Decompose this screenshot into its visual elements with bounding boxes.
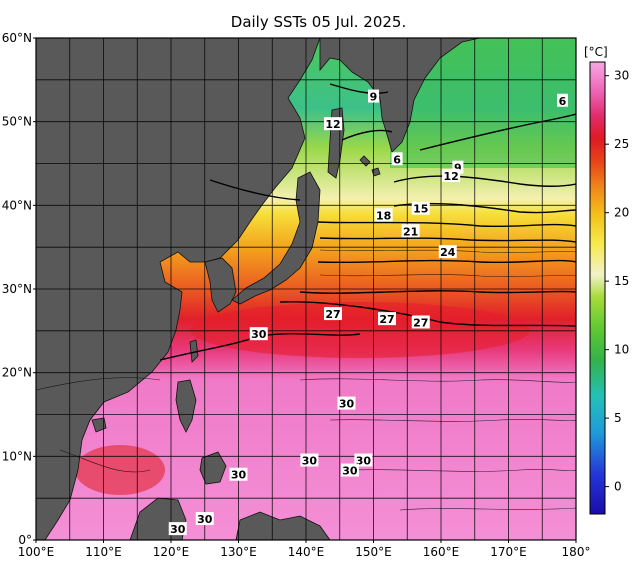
- longitude-label: 160°E: [423, 545, 460, 559]
- contour-label-box: [324, 117, 342, 131]
- contour-label-box: [401, 224, 420, 238]
- contour-label: 9: [454, 162, 462, 175]
- colorbar-ticks: 30 25 20 15 10 5 0: [605, 69, 629, 494]
- contour-label: 21: [403, 225, 418, 238]
- sst-contours-thin: [36, 249, 576, 511]
- latitude-label: 50°N: [2, 115, 32, 129]
- contour-label-box: [438, 245, 457, 259]
- longitude-label: 120°E: [153, 545, 190, 559]
- colorbar-tick-label: 30: [614, 69, 629, 83]
- contour-label-box: [391, 152, 403, 166]
- contour-label: 9: [370, 91, 378, 104]
- contour-label: 30: [339, 398, 355, 411]
- contour-label-box: [452, 160, 464, 174]
- latitude-label: 40°N: [2, 198, 32, 212]
- colorbar-tick-label: 5: [614, 411, 622, 425]
- colorbar-tick-label: 25: [614, 137, 629, 151]
- colorbar-unit: [°C]: [584, 45, 608, 59]
- contour-label: 30: [356, 455, 372, 468]
- longitude-label: 150°E: [355, 545, 392, 559]
- longitude-label: 110°E: [85, 545, 122, 559]
- contour-label: 27: [413, 316, 428, 329]
- colorbar-tick-label: 20: [614, 206, 629, 220]
- longitude-label: 130°E: [220, 545, 257, 559]
- contour-label-box: [442, 169, 461, 183]
- colorbar-tick-label: 10: [614, 343, 629, 357]
- contour-label-box: [411, 315, 430, 329]
- contour-label-box: [168, 522, 187, 536]
- contour-label-box: [195, 512, 214, 526]
- longitude-label: 170°E: [490, 545, 527, 559]
- contour-label-box: [368, 89, 379, 103]
- contour-label-box: [340, 463, 359, 477]
- contour-label-box: [411, 201, 430, 215]
- contour-label: 30: [251, 328, 267, 341]
- contour-label-box: [374, 208, 393, 222]
- contour-label-box: [300, 453, 319, 467]
- sst-contours: [159, 83, 576, 361]
- latitude-label: 60°N: [2, 31, 32, 45]
- map-title: Daily SSTs 05 Jul. 2025.: [230, 13, 407, 31]
- contour-label-box: [337, 396, 356, 410]
- contour-label: 27: [379, 313, 394, 326]
- latitude-label: 20°N: [2, 366, 32, 380]
- colorbar: [°C] 30 25 20 15 10 5 0: [584, 45, 629, 515]
- colorbar-tick-label: 0: [614, 480, 622, 494]
- contour-label: 12: [443, 170, 458, 183]
- colorbar-tick-label: 15: [614, 274, 629, 288]
- contour-label-box: [229, 467, 248, 481]
- contour-label: 6: [559, 95, 567, 108]
- contour-label-box: [249, 327, 268, 341]
- contour-label-box: [324, 307, 342, 321]
- contour-label: 12: [325, 118, 340, 131]
- contour-label: 30: [170, 523, 186, 536]
- contour-label: 15: [413, 203, 428, 216]
- latitude-label: 10°N: [2, 449, 32, 463]
- latitude-labels: 60°N 50°N 40°N 30°N 20°N 10°N 0°: [2, 31, 36, 547]
- colorbar-scale: [589, 61, 606, 515]
- contour-label: 30: [231, 469, 247, 482]
- latitude-label: 0°: [18, 533, 32, 547]
- contour-label: 27: [325, 308, 340, 321]
- contour-label: 30: [342, 465, 358, 478]
- latitude-label: 30°N: [2, 282, 32, 296]
- contour-label: 30: [197, 513, 213, 526]
- contour-label-box: [354, 453, 373, 467]
- contour-label-box: [557, 93, 568, 107]
- contour-label-box: [378, 312, 396, 326]
- contour-label: 24: [440, 246, 456, 259]
- contour-label: 30: [302, 455, 318, 468]
- contour-label: 18: [376, 209, 391, 222]
- longitude-labels: 100°E 110°E 120°E 130°E 140°E 150°E 160°E 170°E…: [18, 540, 591, 559]
- longitude-label: 100°E: [18, 545, 55, 559]
- longitude-label: 180°: [562, 545, 591, 559]
- contour-label: 6: [393, 153, 401, 166]
- longitude-label: 140°E: [288, 545, 325, 559]
